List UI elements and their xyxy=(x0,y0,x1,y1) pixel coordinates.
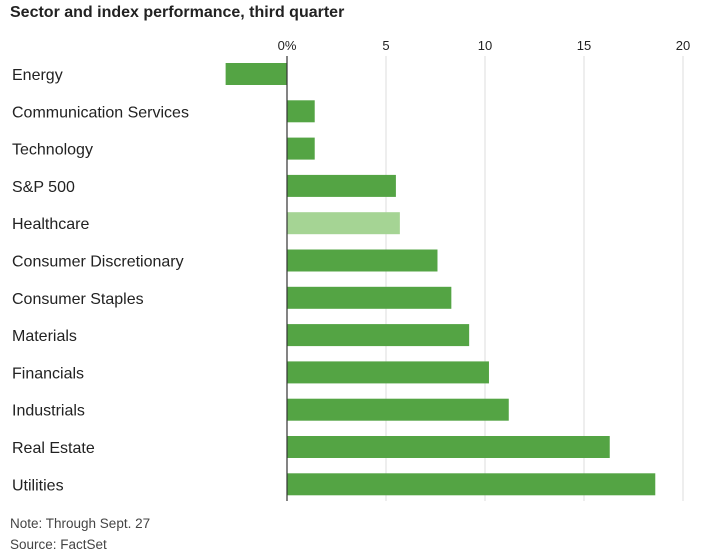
x-tick-label: 0% xyxy=(278,38,297,53)
bar-chart: 0% 5 10 15 20 Energy Communication Services Te… xyxy=(12,38,691,501)
gridlines xyxy=(385,56,684,501)
bar-industrials xyxy=(287,398,509,421)
category-label-utilities: Utilities xyxy=(12,477,64,494)
bar-consumer-staples xyxy=(287,286,452,309)
bar-financials xyxy=(287,361,489,384)
x-tick-labels: 0% 5 10 15 20 xyxy=(278,38,691,53)
x-tick-label: 15 xyxy=(577,38,591,53)
bar-materials xyxy=(287,324,470,347)
x-tick-label: 20 xyxy=(676,38,690,53)
bar-utilities xyxy=(287,473,656,496)
bar-consumer-discretionary xyxy=(287,249,438,272)
category-label-consumer-discretionary: Consumer Discretionary xyxy=(12,254,184,271)
category-label-sandp-500: S&P 500 xyxy=(12,179,75,196)
x-tick-label: 10 xyxy=(478,38,492,53)
bar-real-estate xyxy=(287,436,610,458)
category-label-industrials: Industrials xyxy=(12,403,85,420)
chart-title: Sector and index performance, third quar… xyxy=(10,4,345,21)
category-label-energy: Energy xyxy=(12,67,63,84)
bar-communication-services xyxy=(287,100,315,123)
x-tick-label: 5 xyxy=(382,38,389,53)
chart-source: Source: FactSet xyxy=(10,537,107,552)
category-label-technology: Technology xyxy=(12,142,93,159)
category-label-healthcare: Healthcare xyxy=(12,216,89,233)
category-labels: Energy Communication Services Technology S&… xyxy=(12,67,189,494)
bar-sandp-500 xyxy=(287,174,396,197)
category-label-financials: Financials xyxy=(12,365,84,382)
bar-healthcare xyxy=(287,212,400,235)
category-label-materials: Materials xyxy=(12,328,77,345)
category-label-communication-services: Communication Services xyxy=(12,104,189,121)
bar-energy xyxy=(225,63,287,85)
bars xyxy=(225,63,656,496)
category-label-consumer-staples: Consumer Staples xyxy=(12,291,144,308)
chart-note: Note: Through Sept. 27 xyxy=(10,516,151,531)
category-label-real-estate: Real Estate xyxy=(12,440,95,457)
bar-technology xyxy=(287,137,315,160)
